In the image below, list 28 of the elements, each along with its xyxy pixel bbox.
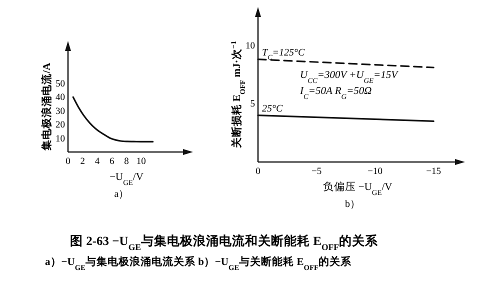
x-tick-label: 0 bbox=[66, 157, 71, 167]
line-series bbox=[72, 96, 154, 142]
x-tick-label: 8 bbox=[124, 157, 130, 167]
x-tick-label: 6 bbox=[110, 157, 114, 167]
caption: 图 2-63 −U$_{GE}$与集电极浪涌电流和关断能耗 E$_{OFF}$的关系 bbox=[70, 233, 379, 252]
x-axis-title: −U$_{GE}$/V bbox=[110, 172, 144, 186]
x-tick-label: −15 bbox=[426, 167, 442, 177]
text: a） bbox=[114, 189, 129, 200]
x-tick-label: 2 bbox=[80, 157, 86, 167]
x-tick-label: −10 bbox=[368, 167, 383, 177]
y-tick-label: 20 bbox=[56, 120, 66, 131]
x-tick-label: −5 bbox=[311, 167, 322, 177]
text: a）−U$_{GE}$与集电极浪涌电流关系 b）−U$_{GE}$与关断能耗 E$_{OFF}$的关系 bbox=[45, 255, 352, 272]
x-tick-label: 0 bbox=[256, 167, 261, 177]
y-tick-label: 5 bbox=[250, 100, 256, 110]
text: b） bbox=[345, 199, 360, 210]
x-tick-label: 10 bbox=[136, 157, 146, 167]
annotation: I$_{C}$=50A R$_{G}$=50Ω bbox=[299, 86, 372, 100]
x-tick-label: 4 bbox=[94, 157, 100, 167]
x-axis-title: 负偏压 −U$_{GE}$/V bbox=[322, 181, 393, 196]
y-tick-label: 50 bbox=[56, 79, 66, 90]
y-tick-label: 30 bbox=[56, 106, 66, 117]
annotation: U$_{CC}$=300V +U$_{GE}$=15V bbox=[300, 70, 400, 84]
y-tick-label: 10 bbox=[56, 134, 66, 144]
series-label: 25°C bbox=[262, 103, 283, 114]
series-label: T$_{C}$=125°C bbox=[262, 47, 305, 62]
y-tick-label: 40 bbox=[56, 93, 66, 104]
y-axis-title: 集电极浪涌电流/A bbox=[40, 62, 53, 152]
